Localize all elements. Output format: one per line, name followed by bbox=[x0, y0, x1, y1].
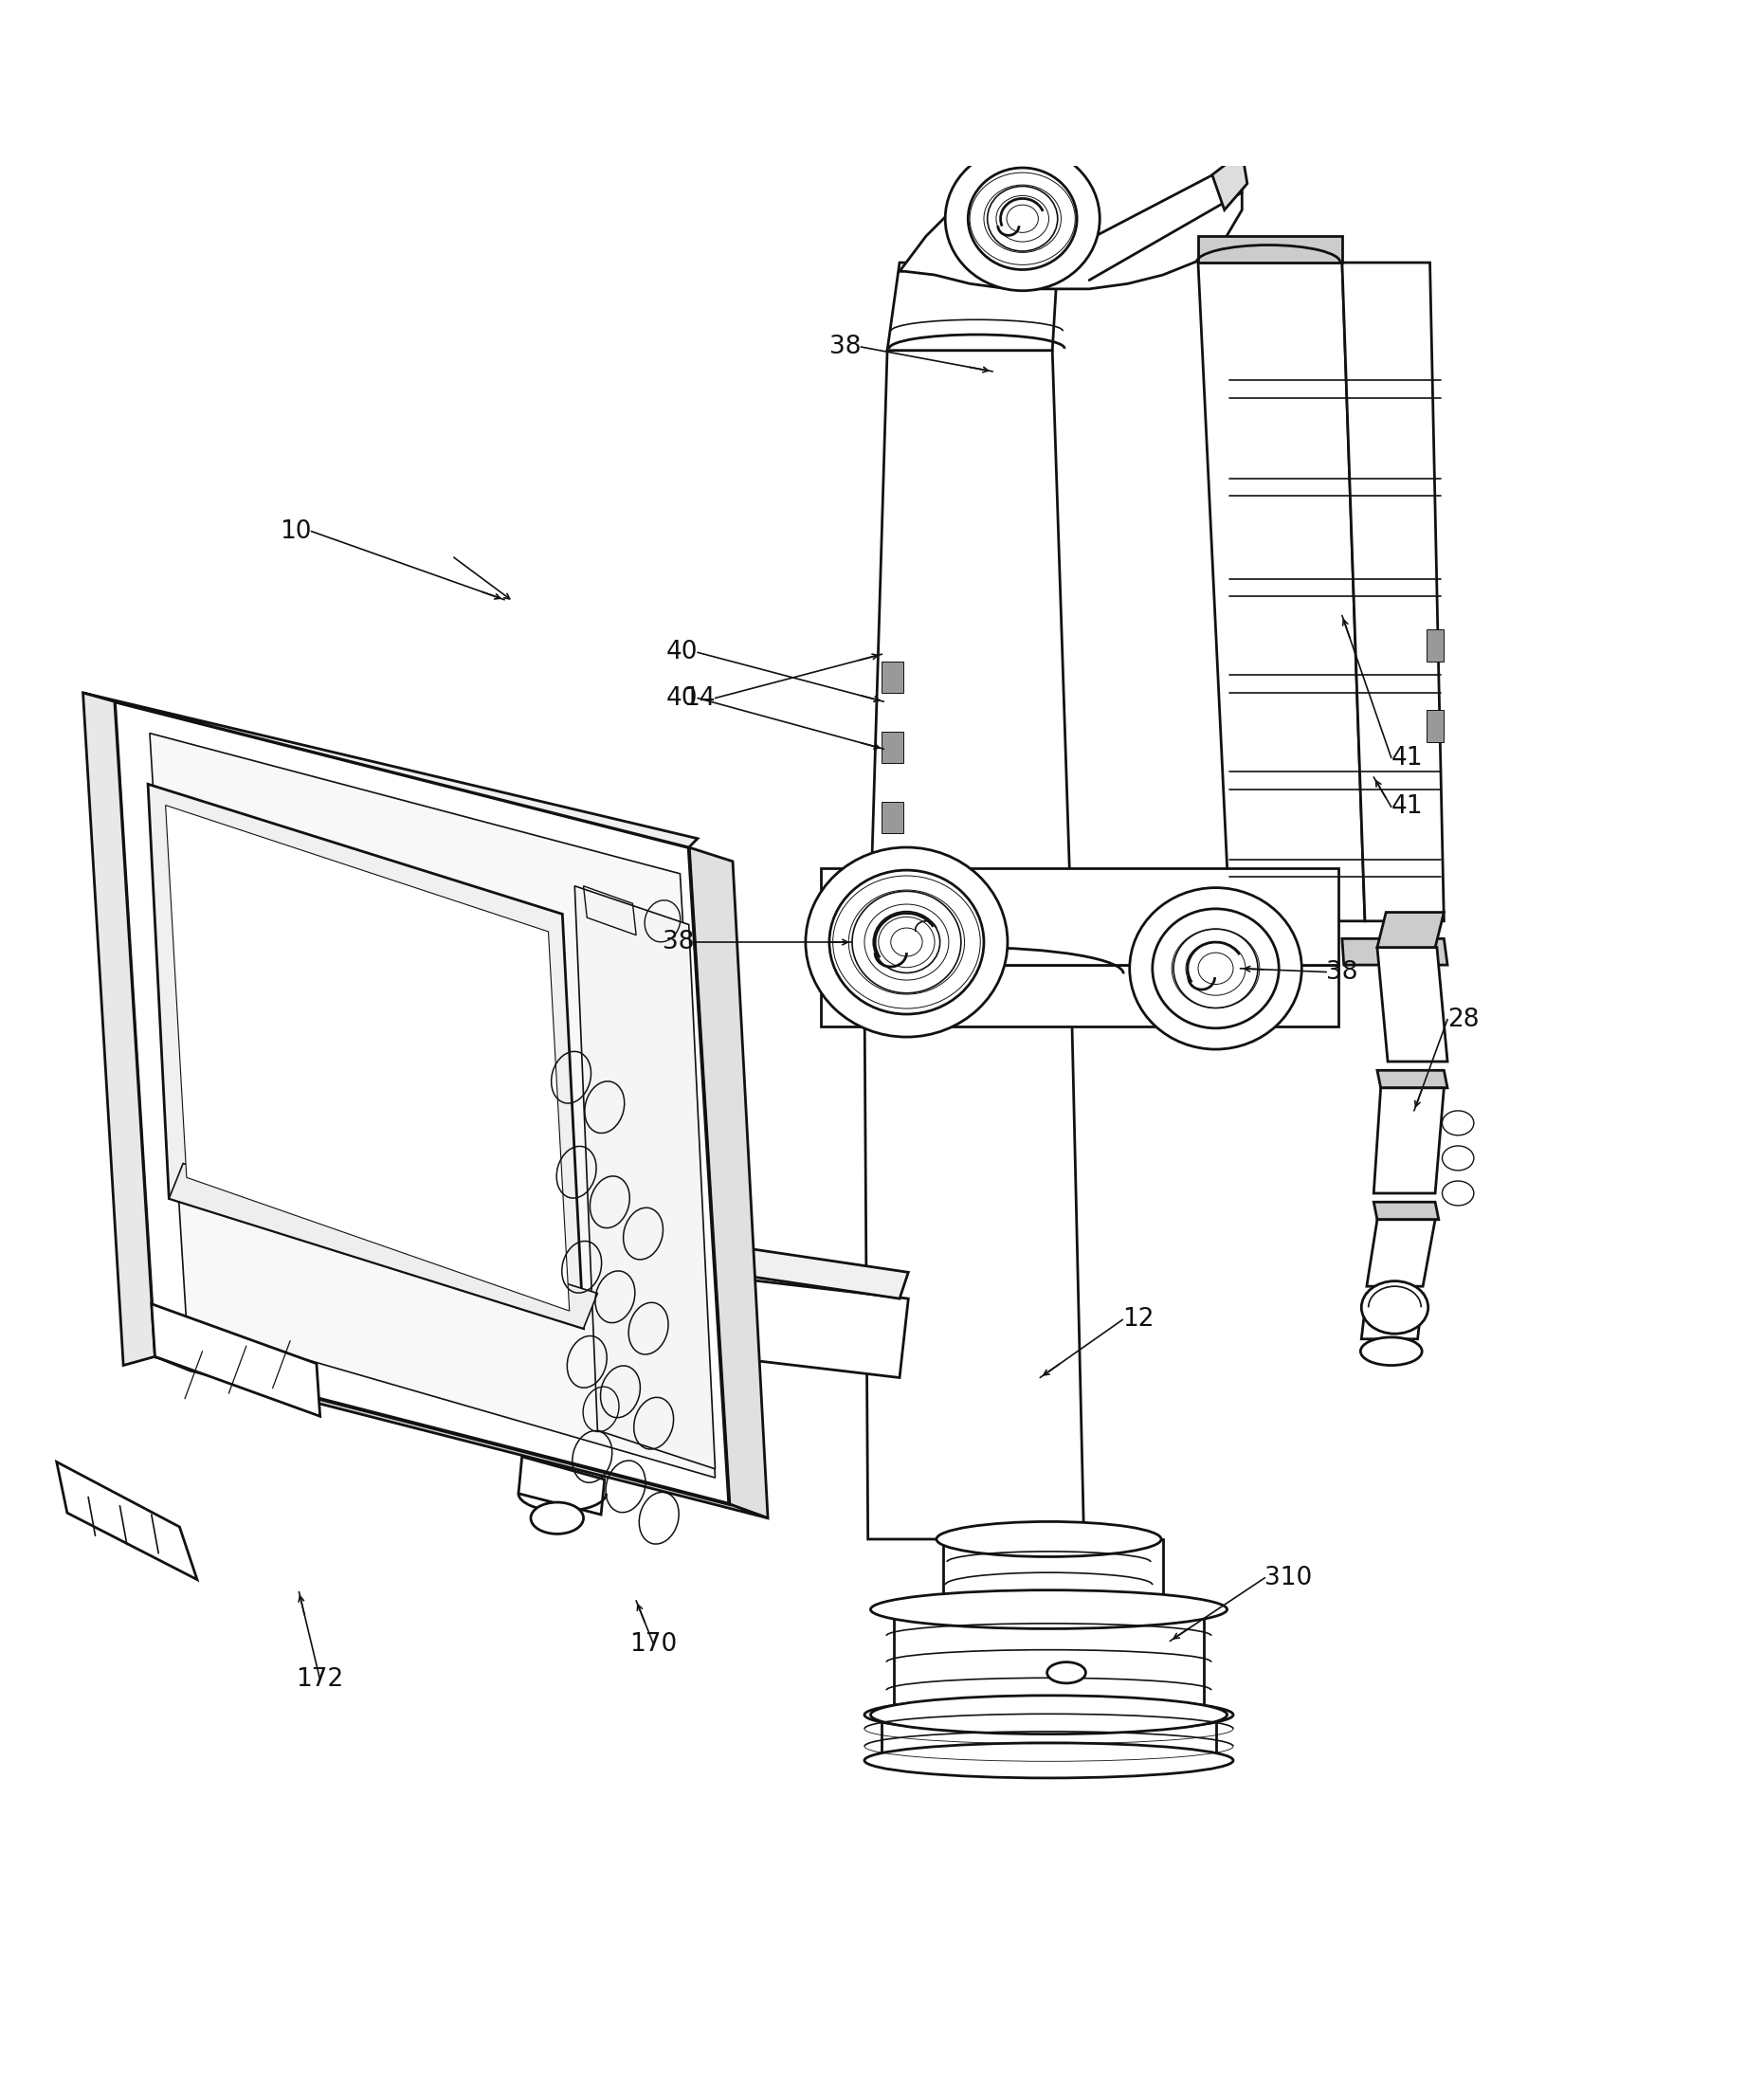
Text: 310: 310 bbox=[1265, 1566, 1312, 1591]
Polygon shape bbox=[115, 702, 729, 1503]
Polygon shape bbox=[1198, 236, 1342, 263]
Polygon shape bbox=[1378, 948, 1448, 1061]
Polygon shape bbox=[83, 693, 155, 1366]
Polygon shape bbox=[900, 109, 1242, 288]
Polygon shape bbox=[83, 693, 697, 848]
Ellipse shape bbox=[1360, 1336, 1422, 1366]
Polygon shape bbox=[887, 263, 1058, 351]
Ellipse shape bbox=[806, 848, 1007, 1038]
Polygon shape bbox=[155, 1357, 767, 1518]
Ellipse shape bbox=[937, 1522, 1161, 1558]
Polygon shape bbox=[1427, 710, 1445, 741]
Polygon shape bbox=[566, 1393, 602, 1426]
Polygon shape bbox=[870, 351, 1073, 935]
Polygon shape bbox=[882, 802, 903, 833]
Polygon shape bbox=[575, 885, 714, 1470]
Polygon shape bbox=[1198, 263, 1365, 921]
Polygon shape bbox=[1427, 631, 1445, 662]
Polygon shape bbox=[1374, 1088, 1445, 1192]
Polygon shape bbox=[152, 1303, 319, 1416]
Polygon shape bbox=[820, 869, 1339, 965]
Ellipse shape bbox=[871, 1695, 1228, 1735]
Polygon shape bbox=[882, 1714, 1215, 1760]
Polygon shape bbox=[944, 1539, 1162, 1610]
Polygon shape bbox=[148, 785, 584, 1328]
Polygon shape bbox=[56, 1462, 198, 1579]
Polygon shape bbox=[1378, 912, 1445, 948]
Text: 28: 28 bbox=[1448, 1006, 1480, 1031]
Polygon shape bbox=[882, 731, 903, 762]
Polygon shape bbox=[519, 1457, 605, 1514]
Polygon shape bbox=[864, 992, 1083, 1539]
Text: 170: 170 bbox=[630, 1633, 677, 1658]
Text: 38: 38 bbox=[829, 334, 861, 359]
Ellipse shape bbox=[1048, 1662, 1085, 1683]
Polygon shape bbox=[820, 965, 1339, 1027]
Polygon shape bbox=[545, 1247, 610, 1343]
Polygon shape bbox=[1362, 1292, 1424, 1338]
Polygon shape bbox=[1342, 263, 1445, 921]
Polygon shape bbox=[166, 806, 570, 1311]
Polygon shape bbox=[861, 973, 1088, 1009]
Polygon shape bbox=[150, 733, 714, 1478]
Text: 40: 40 bbox=[665, 685, 697, 710]
Polygon shape bbox=[861, 935, 1088, 950]
Ellipse shape bbox=[531, 1501, 584, 1535]
Ellipse shape bbox=[1362, 1282, 1429, 1334]
Polygon shape bbox=[545, 1219, 908, 1299]
Text: 12: 12 bbox=[1122, 1307, 1154, 1332]
Polygon shape bbox=[602, 1263, 908, 1378]
Polygon shape bbox=[1367, 1219, 1436, 1286]
Ellipse shape bbox=[1129, 887, 1302, 1050]
Polygon shape bbox=[861, 950, 1088, 973]
Polygon shape bbox=[1212, 152, 1247, 211]
Ellipse shape bbox=[871, 1591, 1228, 1629]
Polygon shape bbox=[1342, 940, 1448, 965]
Polygon shape bbox=[894, 1610, 1203, 1714]
Text: 172: 172 bbox=[296, 1668, 344, 1691]
Text: 41: 41 bbox=[1392, 796, 1424, 818]
Ellipse shape bbox=[946, 146, 1099, 290]
Ellipse shape bbox=[864, 1743, 1233, 1779]
Text: 38: 38 bbox=[662, 929, 693, 954]
Text: 41: 41 bbox=[1392, 745, 1424, 770]
Text: 14: 14 bbox=[683, 685, 714, 710]
Polygon shape bbox=[169, 1163, 598, 1328]
Text: 40: 40 bbox=[665, 641, 697, 664]
Ellipse shape bbox=[864, 1698, 1233, 1733]
Polygon shape bbox=[688, 848, 767, 1518]
Polygon shape bbox=[1378, 1071, 1448, 1088]
Text: 38: 38 bbox=[1327, 960, 1358, 983]
Polygon shape bbox=[1374, 1203, 1439, 1219]
Text: 10: 10 bbox=[279, 520, 310, 543]
Polygon shape bbox=[882, 662, 903, 693]
